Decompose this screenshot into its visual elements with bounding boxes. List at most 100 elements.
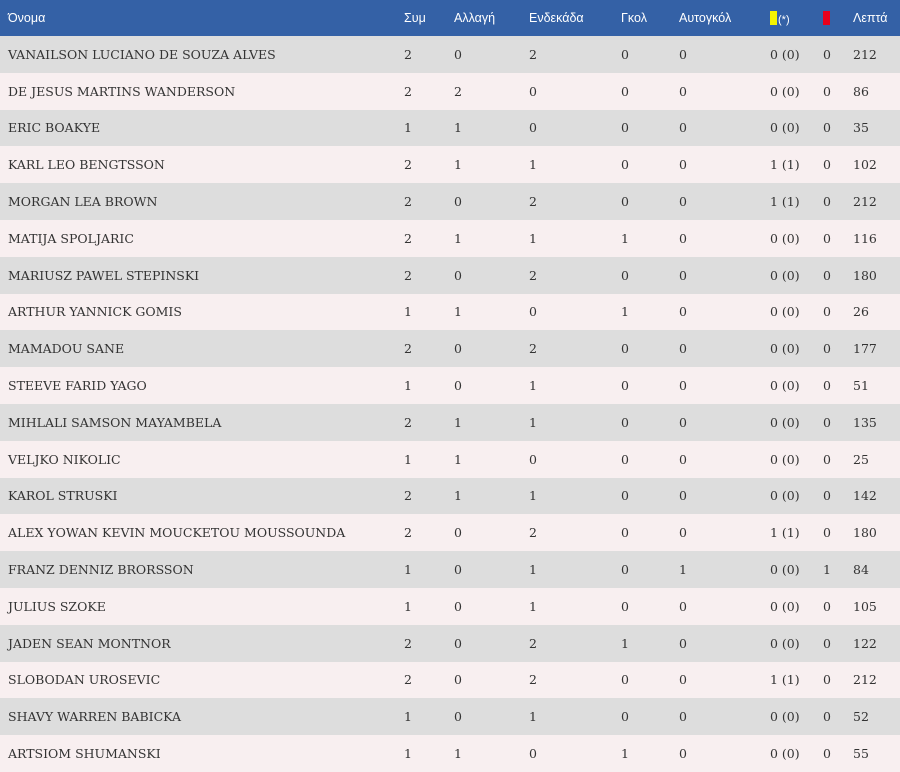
player-name: JULIUS SZOKE [8,598,106,614]
appearances-cell: 2 [404,525,412,541]
table-row: VANAILSON LUCIANO DE SOUZA ALVES 2 0 2 0 0 0 (… [0,36,900,73]
yellow-suffix: (*) [778,13,790,26]
minutes-cell: 52 [853,709,869,725]
yellow-cards-cell: 1 (1) [770,157,800,173]
red-cards-cell: 0 [823,194,831,210]
goals-cell: 0 [621,267,629,283]
substitute-cell: 1 [454,304,462,320]
minutes-cell: 35 [853,120,869,136]
starting-cell: 2 [529,525,537,541]
player-name: KARL LEO BENGTSSON [8,157,165,173]
col-header-red-cards[interactable] [823,0,853,36]
appearances-cell: 2 [404,488,412,504]
player-name: SHAVY WARREN BABICKA [8,709,181,725]
player-name: STEEVE FARID YAGO [8,378,147,394]
appearances-cell: 2 [404,635,412,651]
table-row: SLOBODAN UROSEVIC 2 0 2 0 0 1 (1) 0 212 [0,661,900,699]
starting-cell: 0 [529,83,537,99]
table-row: DE JESUS MARTINS WANDERSON 2 2 0 0 0 0 (0) 0 86 [0,72,900,110]
appearances-cell: 1 [404,378,412,394]
goals-cell: 0 [621,83,629,99]
substitute-cell: 0 [454,46,462,62]
minutes-cell: 55 [853,746,869,762]
substitute-cell: 0 [454,341,462,357]
table-row: MARIUSZ PAWEL STEPINSKI 2 0 2 0 0 0 (0) 0 180 [0,256,900,294]
yellow-cards-cell: 0 (0) [770,83,800,99]
red-cards-cell: 0 [823,378,831,394]
table-row: VELJKO NIKOLIC 1 1 0 0 0 0 (0) 0 25 [0,440,900,478]
col-header-own-goals[interactable]: Αυτογκόλ [679,11,732,25]
minutes-cell: 180 [853,267,877,283]
substitute-cell: 1 [454,230,462,246]
col-header-substitute[interactable]: Αλλαγή [454,11,496,25]
yellow-cards-cell: 1 (1) [770,194,800,210]
table-row: JULIUS SZOKE 1 0 1 0 0 0 (0) 0 105 [0,587,900,625]
substitute-cell: 0 [454,635,462,651]
player-name: SLOBODAN UROSEVIC [8,672,161,688]
table-row: MAMADOU SANE 2 0 2 0 0 0 (0) 0 177 [0,330,900,368]
yellow-cards-cell: 0 (0) [770,746,800,762]
yellow-cards-cell: 0 (0) [770,46,800,62]
table-row: STEEVE FARID YAGO 1 0 1 0 0 0 (0) 0 51 [0,367,900,404]
col-header-yellow-cards[interactable]: (*) [770,0,823,36]
minutes-cell: 212 [853,672,877,688]
minutes-cell: 84 [853,562,869,578]
minutes-cell: 102 [853,157,877,173]
player-name: DE JESUS MARTINS WANDERSON [8,83,236,99]
col-header-appearances[interactable]: Συμ [404,11,426,25]
substitute-cell: 0 [454,525,462,541]
minutes-cell: 212 [853,46,877,62]
own-goals-cell: 0 [679,746,687,762]
starting-cell: 0 [529,746,537,762]
appearances-cell: 1 [404,598,412,614]
table-row: SHAVY WARREN BABICKA 1 0 1 0 0 0 (0) 0 52 [0,698,900,736]
red-cards-cell: 0 [823,120,831,136]
player-name: MIHLALI SAMSON MAYAMBELA [8,414,222,430]
substitute-cell: 2 [454,83,462,99]
red-cards-cell: 0 [823,525,831,541]
minutes-cell: 86 [853,83,869,99]
substitute-cell: 0 [454,598,462,614]
starting-cell: 0 [529,451,537,467]
own-goals-cell: 0 [679,378,687,394]
yellow-cards-cell: 0 (0) [770,267,800,283]
player-name: MARIUSZ PAWEL STEPINSKI [8,267,200,283]
substitute-cell: 1 [454,120,462,136]
starting-cell: 1 [529,488,537,504]
col-header-minutes[interactable]: Λεπτά [853,11,888,25]
goals-cell: 0 [621,194,629,210]
minutes-cell: 116 [853,230,877,246]
goals-cell: 0 [621,598,629,614]
appearances-cell: 2 [404,341,412,357]
substitute-cell: 1 [454,488,462,504]
substitute-cell: 0 [454,562,462,578]
player-name: FRANZ DENNIZ BRORSSON [8,562,194,578]
red-cards-cell: 0 [823,267,831,283]
own-goals-cell: 0 [679,341,687,357]
red-cards-cell: 0 [823,414,831,430]
red-cards-cell: 0 [823,672,831,688]
appearances-cell: 1 [404,562,412,578]
own-goals-cell: 0 [679,635,687,651]
red-cards-cell: 0 [823,746,831,762]
yellow-cards-cell: 0 (0) [770,709,800,725]
table-row: KAROL STRUSKI 2 1 1 0 0 0 (0) 0 142 [0,477,900,515]
starting-cell: 1 [529,378,537,394]
substitute-cell: 0 [454,194,462,210]
appearances-cell: 1 [404,304,412,320]
player-name: ERIC BOAKYE [8,120,101,136]
yellow-cards-cell: 0 (0) [770,562,800,578]
player-name: MORGAN LEA BROWN [8,194,158,210]
minutes-cell: 177 [853,341,877,357]
col-header-name[interactable]: Όνομα [8,11,46,25]
minutes-cell: 135 [853,414,877,430]
yellow-cards-cell: 0 (0) [770,451,800,467]
red-cards-cell: 0 [823,230,831,246]
yellow-cards-cell: 0 (0) [770,378,800,394]
goals-cell: 0 [621,341,629,357]
col-header-starting[interactable]: Ενδεκάδα [529,11,584,25]
col-header-goals[interactable]: Γκολ [621,11,647,25]
red-cards-cell: 0 [823,451,831,467]
starting-cell: 1 [529,562,537,578]
